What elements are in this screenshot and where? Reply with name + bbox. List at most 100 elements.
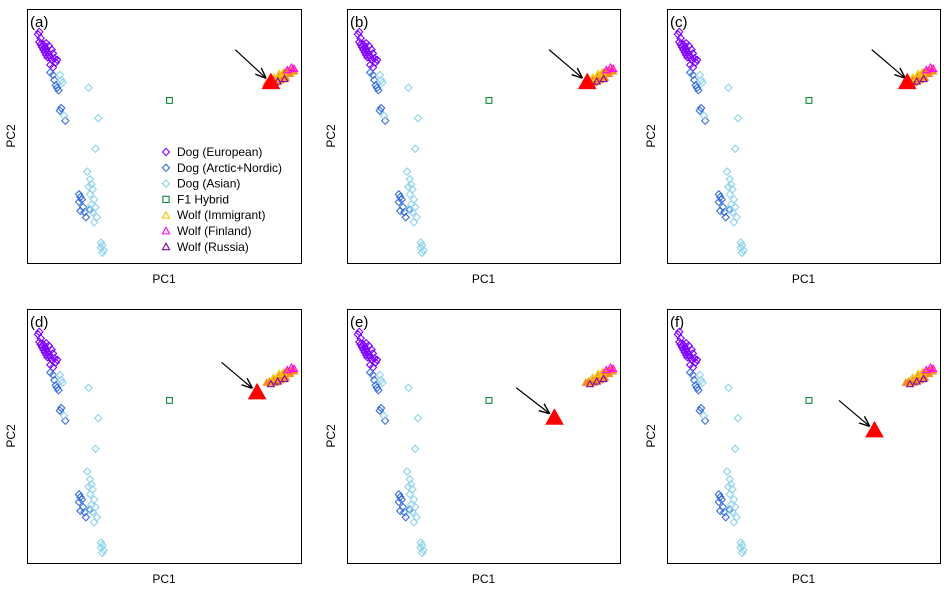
series-wolf-finland <box>922 362 938 374</box>
legend-marker <box>161 163 171 173</box>
data-point <box>289 364 299 372</box>
data-point <box>93 413 103 423</box>
y-axis-label: PC2 <box>324 424 338 448</box>
data-point <box>919 374 928 383</box>
data-point <box>724 383 733 393</box>
data-point <box>912 76 922 85</box>
series-f1-hybrid <box>166 396 173 404</box>
data-point <box>696 103 706 113</box>
series-f1-hybrid <box>805 396 813 404</box>
series-dog-asian <box>695 70 748 258</box>
data-point <box>88 507 98 517</box>
data-point <box>361 350 371 360</box>
legend: Dog (European) Dog (Arctic+Nordic) Dog (As… <box>161 145 282 254</box>
data-point <box>43 52 52 62</box>
pointer-arrow <box>871 49 905 78</box>
data-point <box>96 238 106 248</box>
series-dog-european <box>33 327 62 372</box>
data-point <box>687 345 696 355</box>
data-point <box>50 54 59 63</box>
data-point <box>55 406 65 415</box>
data-point <box>588 73 598 81</box>
legend-label: Wolf (Finland) <box>177 224 251 238</box>
data-point <box>97 548 107 558</box>
data-point <box>380 116 390 126</box>
x-axis-label: PC1 <box>792 572 816 586</box>
series-f1-hybrid <box>805 96 813 104</box>
data-point <box>416 238 426 248</box>
data-point <box>74 497 84 507</box>
data-point <box>166 396 173 404</box>
data-point <box>689 54 699 63</box>
legend-label: Dog (Arctic+Nordic) <box>177 161 282 175</box>
data-point <box>721 512 731 522</box>
data-point <box>82 167 92 176</box>
series-dog-european <box>353 327 382 372</box>
data-point <box>692 83 702 93</box>
data-point <box>725 490 735 499</box>
data-point <box>722 467 732 476</box>
legend-item: F1 Hybrid <box>162 192 229 206</box>
data-point <box>695 106 705 115</box>
data-point <box>60 116 70 126</box>
legend-label: F1 Hybrid <box>177 192 229 206</box>
series-dog-arctic-nordic <box>45 368 95 522</box>
data-point <box>736 238 746 248</box>
legend-item: Wolf (Russia) <box>161 240 249 254</box>
data-point <box>402 167 412 176</box>
data-point <box>405 190 415 199</box>
y-axis-label: PC2 <box>644 424 658 448</box>
data-point <box>724 83 733 93</box>
data-point <box>401 512 411 522</box>
panel-label: (a) <box>30 14 48 31</box>
data-point <box>409 217 419 227</box>
legend-item: Dog (Arctic+Nordic) <box>161 161 282 175</box>
plot-frame <box>347 309 621 564</box>
data-point <box>379 111 389 121</box>
data-point <box>699 411 709 421</box>
data-point <box>694 385 703 395</box>
data-point <box>59 111 69 121</box>
pointer-arrow <box>234 49 265 78</box>
data-point <box>89 217 99 227</box>
legend-item: Dog (European) <box>161 145 262 159</box>
pointer-arrow <box>515 387 549 413</box>
data-point <box>700 416 710 426</box>
data-point <box>374 85 383 95</box>
data-point <box>372 83 382 93</box>
data-point <box>608 64 618 72</box>
data-point <box>698 78 707 88</box>
panel-d: (d) PC1 PC2 <box>4 309 302 586</box>
data-point <box>47 45 57 55</box>
data-point <box>683 52 692 62</box>
series-dog-european <box>673 327 702 372</box>
highlighted-sample-marker <box>261 72 281 90</box>
data-point <box>404 205 413 215</box>
data-point <box>36 333 46 343</box>
data-point <box>56 75 66 85</box>
data-point <box>599 374 608 383</box>
data-point <box>912 376 922 385</box>
legend-item: Wolf (Finland) <box>161 224 251 238</box>
data-point <box>404 505 413 515</box>
data-point <box>91 144 100 154</box>
data-point <box>413 413 423 423</box>
series-wolf-finland <box>922 62 938 74</box>
data-point <box>54 85 63 95</box>
x-axis-label: PC1 <box>152 272 176 286</box>
y-axis-label: PC2 <box>4 424 18 448</box>
data-point <box>376 75 386 85</box>
data-point <box>363 352 372 362</box>
data-point <box>58 378 67 388</box>
data-point <box>394 497 404 507</box>
panel-label: (e) <box>350 314 368 331</box>
data-point <box>408 507 417 517</box>
data-point <box>485 96 493 104</box>
legend-marker <box>161 242 171 251</box>
data-point <box>367 345 376 355</box>
data-point <box>361 50 371 60</box>
series-wolf-finland <box>602 62 618 74</box>
series-wolf-finland <box>602 362 618 374</box>
data-point <box>84 83 94 93</box>
